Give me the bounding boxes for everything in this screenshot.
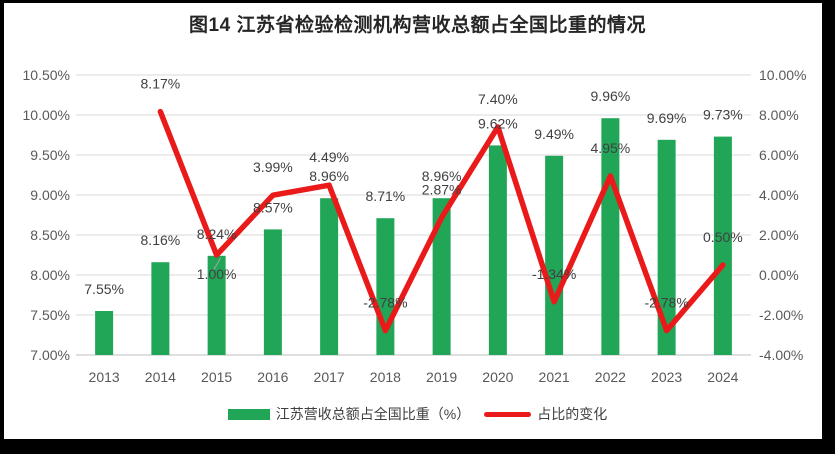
right-axis-tick: 4.00%	[759, 187, 799, 203]
bar-label-2020: 9.62%	[478, 115, 518, 131]
x-axis-label-2024: 2024	[707, 369, 738, 385]
line-label-2020: 7.40%	[478, 91, 518, 107]
bar-series-swatch-icon	[227, 408, 270, 420]
line-label-2015: 1.00%	[197, 266, 237, 282]
x-axis-label-2021: 2021	[539, 369, 570, 385]
line-label-2023: -2.78%	[644, 295, 688, 311]
bar-2015	[207, 255, 226, 355]
left-axis-tick: 9.50%	[30, 147, 70, 163]
bar-label-2023: 9.69%	[647, 110, 687, 126]
line-label-2016: 3.99%	[253, 159, 293, 175]
right-axis-tick: 0.00%	[759, 267, 799, 283]
x-axis-label-2015: 2015	[201, 369, 232, 385]
label-leader-line	[213, 257, 222, 271]
bar-label-2024: 9.73%	[703, 107, 743, 123]
chart-title: 图14 江苏省检验检测机构营收总额占全国比重的情况	[189, 15, 646, 36]
left-axis-tick: 7.50%	[30, 307, 70, 323]
legend-item-line-series: 占比的变化	[484, 404, 607, 424]
x-axis-label-2014: 2014	[145, 369, 176, 385]
bar-label-2019: 8.96%	[422, 168, 462, 184]
bar-2021	[545, 155, 564, 355]
line-label-2017: 4.49%	[309, 149, 349, 165]
right-axis-tick: -4.00%	[759, 347, 803, 363]
bar-label-2021: 9.49%	[534, 126, 574, 142]
x-axis-label-2018: 2018	[370, 369, 401, 385]
bar-2017	[320, 198, 339, 355]
bar-2018	[376, 218, 395, 355]
line-series-swatch-icon	[484, 411, 532, 417]
bar-2013	[95, 311, 114, 355]
bar-label-2016: 8.57%	[253, 199, 293, 215]
left-axis-tick: 8.50%	[30, 227, 70, 243]
bar-label-2014: 8.16%	[141, 232, 181, 248]
line-series-label: 占比的变化	[537, 406, 608, 422]
right-axis-tick: -2.00%	[759, 307, 803, 323]
trend-line	[157, 108, 726, 334]
right-axis-tick: 10.00%	[759, 67, 806, 83]
right-axis-tick: 6.00%	[759, 147, 799, 163]
bar-2019	[432, 198, 451, 355]
line-label-2022: 4.95%	[591, 140, 631, 156]
left-axis-tick: 10.50%	[23, 67, 70, 83]
left-axis-tick: 8.00%	[30, 267, 70, 283]
x-axis-label-2019: 2019	[426, 369, 457, 385]
x-axis-label-2016: 2016	[257, 369, 288, 385]
bar-label-2015: 8.24%	[197, 226, 237, 242]
line-label-2024: 0.50%	[703, 229, 743, 245]
line-label-2019: 2.87%	[422, 182, 462, 198]
right-axis-tick: 2.00%	[759, 227, 799, 243]
line-label-2014: 8.17%	[141, 76, 181, 92]
bar-label-2017: 8.96%	[309, 168, 349, 184]
legend-item-bar-series: 江苏营收总额占全国比重（%）	[227, 404, 471, 424]
bar-2024	[713, 136, 732, 355]
x-axis-label-2017: 2017	[314, 369, 345, 385]
bar-series-label: 江苏营收总额占全国比重（%）	[275, 406, 471, 422]
bar-2014	[151, 262, 170, 355]
line-label-2021: -1.34%	[532, 266, 576, 282]
bar-label-2022: 9.96%	[591, 88, 631, 104]
bar-2016	[263, 229, 282, 355]
left-axis-tick: 7.00%	[30, 347, 70, 363]
bar-label-2013: 7.55%	[84, 281, 124, 297]
bar-2023	[657, 139, 676, 355]
x-axis-label-2020: 2020	[482, 369, 513, 385]
x-axis-label-2022: 2022	[595, 369, 626, 385]
x-axis-label-2023: 2023	[651, 369, 682, 385]
x-axis-label-2013: 2013	[89, 369, 120, 385]
bar-label-2018: 8.71%	[366, 188, 406, 204]
chart-panel	[4, 3, 822, 439]
right-axis-tick: 8.00%	[759, 107, 799, 123]
bar-2020	[488, 145, 507, 355]
left-axis-tick: 10.00%	[23, 107, 70, 123]
chart-legend: 江苏营收总额占全国比重（%） 占比的变化	[0, 404, 835, 424]
left-axis-tick: 9.00%	[30, 187, 70, 203]
line-label-2018: -2.78%	[363, 295, 407, 311]
bar-2022	[601, 118, 620, 355]
